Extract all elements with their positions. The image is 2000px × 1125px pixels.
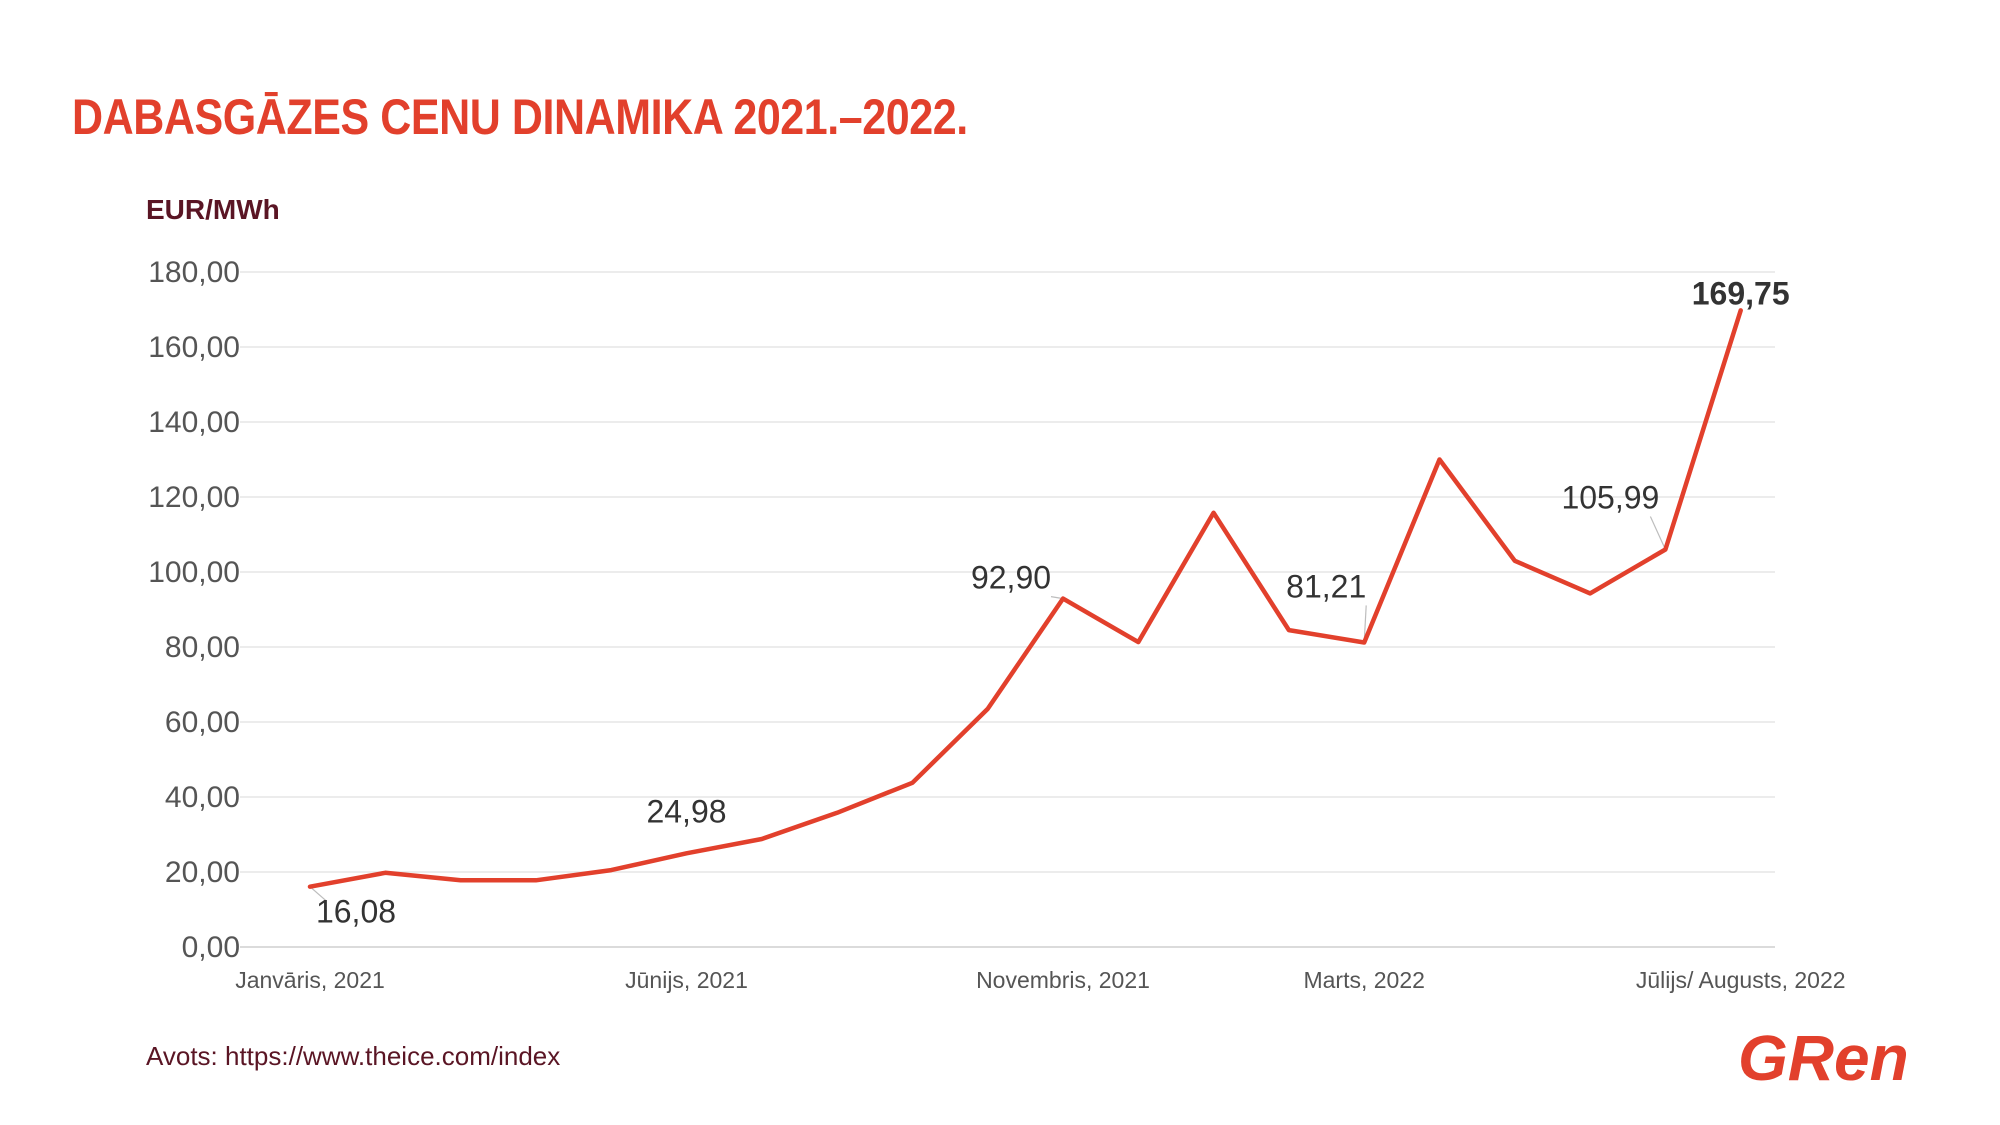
y-tick-label: 0,00 <box>182 931 240 964</box>
annotation-leaders <box>309 516 1666 902</box>
x-tick-label: Jūlijs/ Augusts, 2022 <box>1636 967 1846 993</box>
x-tick-label: Janvāris, 2021 <box>235 967 385 993</box>
source-note: Avots: https://www.theice.com/index <box>146 1041 561 1071</box>
annotation-leader-line <box>309 886 327 902</box>
y-tick-label: 40,00 <box>165 781 240 814</box>
data-label: 105,99 <box>1561 480 1659 516</box>
y-axis-unit-label: EUR/MWh <box>146 194 280 225</box>
data-label: 169,75 <box>1692 275 1790 311</box>
y-tick-label: 140,00 <box>148 406 240 439</box>
x-axis: Janvāris, 2021 Jūnijs, 2021 Novembris, 202… <box>235 967 1845 993</box>
chart-title: DABASGĀZES CENU DINAMIKA 2021.–2022. <box>72 89 968 145</box>
data-points <box>307 307 1744 889</box>
y-tick-label: 60,00 <box>165 706 240 739</box>
y-tick-label: 180,00 <box>148 256 240 289</box>
series-line <box>307 308 1743 889</box>
y-tick-label: 20,00 <box>165 856 240 889</box>
x-tick-label: Jūnijs, 2021 <box>625 967 748 993</box>
y-tick-label: 100,00 <box>148 556 240 589</box>
data-label: 81,21 <box>1286 568 1366 604</box>
data-label: 92,90 <box>971 560 1051 596</box>
x-tick-label: Novembris, 2021 <box>976 967 1150 993</box>
x-tick-label: Marts, 2022 <box>1303 967 1424 993</box>
grid-lines <box>240 271 1775 948</box>
y-axis: 0,00 20,00 40,00 60,00 80,00 100,00 120,00 140,… <box>148 256 240 964</box>
gren-logo-wordmark: GRen <box>1738 1022 1909 1094</box>
data-label: 24,98 <box>646 793 726 829</box>
gren-logo: GRen <box>1738 1022 1909 1094</box>
data-label: 16,08 <box>316 894 396 930</box>
annotation-leader-line <box>1649 516 1666 550</box>
y-tick-label: 80,00 <box>165 631 240 664</box>
y-tick-label: 120,00 <box>148 481 240 514</box>
data-labels: 16,08 24,98 92,90 81,21 105,99 169,75 <box>316 275 1790 929</box>
y-tick-label: 160,00 <box>148 331 240 364</box>
